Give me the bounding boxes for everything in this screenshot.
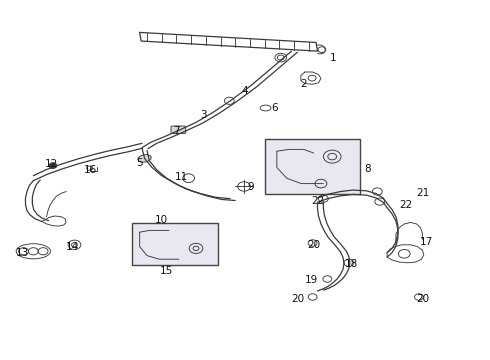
FancyBboxPatch shape	[265, 139, 360, 194]
Text: 6: 6	[271, 103, 278, 113]
Text: 11: 11	[174, 172, 188, 182]
Text: 22: 22	[311, 195, 324, 206]
Text: 2: 2	[300, 78, 307, 89]
Text: 20: 20	[307, 240, 320, 250]
Text: 3: 3	[200, 110, 207, 120]
Text: 17: 17	[419, 237, 433, 247]
Text: 12: 12	[45, 159, 58, 169]
Circle shape	[49, 163, 57, 168]
Text: 15: 15	[160, 266, 173, 276]
Text: 10: 10	[155, 215, 168, 225]
Text: 1: 1	[330, 53, 337, 63]
Text: 4: 4	[242, 86, 248, 96]
Text: 20: 20	[416, 294, 429, 304]
FancyBboxPatch shape	[132, 223, 218, 265]
Text: 8: 8	[364, 164, 371, 174]
Text: 16: 16	[84, 165, 98, 175]
Text: 9: 9	[247, 182, 254, 192]
Ellipse shape	[138, 154, 151, 162]
Text: 20: 20	[292, 294, 304, 304]
Text: 14: 14	[66, 242, 79, 252]
Text: 18: 18	[345, 258, 359, 269]
Text: 13: 13	[15, 248, 29, 258]
Ellipse shape	[260, 105, 271, 111]
Ellipse shape	[16, 244, 50, 259]
Text: 22: 22	[399, 200, 413, 210]
Text: 21: 21	[416, 188, 429, 198]
Text: 7: 7	[173, 126, 180, 136]
Text: 19: 19	[304, 275, 318, 285]
FancyBboxPatch shape	[171, 126, 186, 134]
Text: 5: 5	[136, 158, 143, 168]
